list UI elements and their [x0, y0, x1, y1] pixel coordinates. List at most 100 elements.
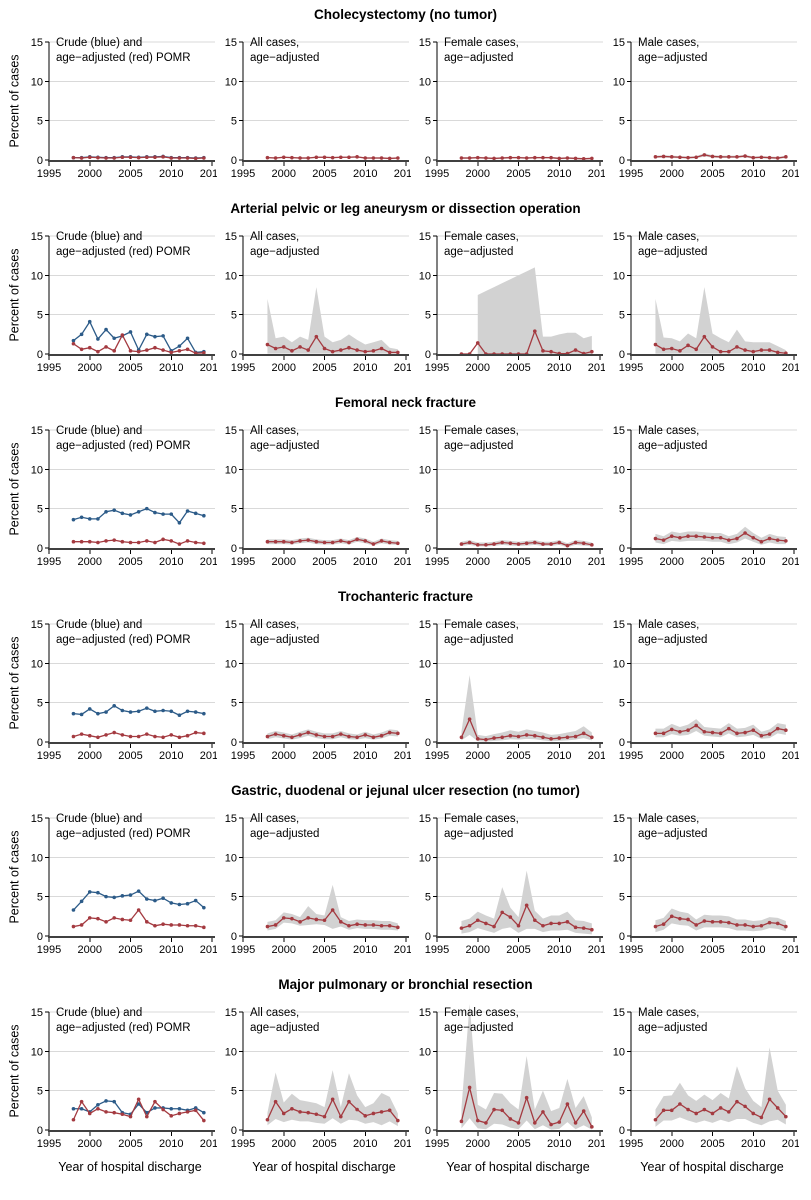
- crude-point: [104, 509, 108, 514]
- adjusted-point: [128, 349, 133, 353]
- crude-point: [96, 517, 100, 521]
- adjusted-point: [104, 1110, 108, 1114]
- x-tick-label: 2000: [78, 944, 102, 956]
- y-tick-label: 5: [619, 1086, 625, 1098]
- male-adjusted-point: [767, 155, 772, 160]
- all-adjusted-point: [330, 540, 335, 545]
- y-tick-label: 10: [419, 76, 431, 88]
- female-adjusted-point: [459, 542, 464, 546]
- crude-point: [136, 1102, 141, 1106]
- x-tick-label: 2005: [506, 944, 530, 956]
- x-tick-label: 2005: [118, 556, 142, 568]
- adjusted-point: [104, 733, 108, 737]
- adjusted-point: [177, 923, 182, 927]
- adjusted-point: [87, 539, 92, 544]
- x-tick-label: 2005: [506, 556, 530, 568]
- all-adjusted-point: [371, 923, 376, 927]
- female-adjusted-point: [516, 734, 521, 739]
- adjusted-point: [112, 730, 116, 735]
- adjusted-point: [87, 155, 92, 160]
- panel-r5-crude_adjusted: 0 5 10 15 1995 2000 2005 2010 2015 Crude (blue) a…: [31, 813, 217, 956]
- adjusted-point: [87, 1111, 92, 1116]
- y-tick-label: 5: [37, 892, 43, 904]
- y-tick-label: 0: [425, 737, 431, 749]
- male-adjusted-point: [727, 726, 731, 731]
- male-adjusted-point: [686, 534, 690, 538]
- panel-cell: 0 5 10 15 1995 2000 2005 2010 2015 Female cases, a…: [411, 608, 605, 768]
- adjusted-point: [145, 539, 149, 543]
- panel-label: age−adjusted (red) POMR: [56, 246, 191, 258]
- adjusted-point: [145, 1114, 149, 1119]
- male-adjusted-point: [743, 1104, 747, 1109]
- x-tick-label: 1995: [425, 944, 449, 956]
- y-tick-label: 0: [619, 737, 625, 749]
- all-adjusted-point: [265, 539, 270, 544]
- male-adjusted-point: [767, 1097, 772, 1102]
- panel-cell: 0 5 10 15 1995 2000 2005 2010 2015 Male cases, age…: [605, 220, 799, 380]
- adjusted-point: [153, 155, 157, 160]
- female-adjusted-point: [459, 1119, 464, 1124]
- male-adjusted-point: [678, 349, 682, 353]
- x-tick-label: 2000: [466, 556, 490, 568]
- adjusted-point: [177, 735, 182, 740]
- crude-point: [96, 337, 100, 341]
- all-adjusted-point: [290, 349, 294, 353]
- all-adjusted-point: [281, 345, 286, 349]
- all-adjusted-point: [363, 539, 368, 543]
- male-adjusted-point: [775, 921, 780, 926]
- male-adjusted-point: [784, 924, 788, 929]
- all-adjusted-point: [339, 155, 343, 160]
- female-adjusted-point: [484, 737, 488, 742]
- panel-label: Male cases,: [638, 37, 699, 49]
- procedure-title: Femoral neck fracture: [334, 395, 477, 410]
- panel-r6-male: 0 5 10 15 1995 2000 2005 2010 2015 Male cases, age…: [613, 1007, 799, 1150]
- panel-label: age−adjusted (red) POMR: [56, 1022, 191, 1034]
- all-adjusted-point: [314, 1112, 319, 1117]
- female-adjusted-point: [492, 156, 496, 160]
- y-tick-label: 0: [619, 349, 625, 361]
- panel-cell: 0 5 10 15 1995 2000 2005 2010 2015 All cases, age−…: [217, 996, 411, 1180]
- male-adjusted-point: [686, 155, 690, 160]
- x-tick-label: 2000: [466, 750, 490, 762]
- adjusted-point: [71, 341, 76, 346]
- all-adjusted-point: [347, 1099, 351, 1104]
- x-tick-label: 2010: [741, 750, 765, 762]
- all-adjusted-point: [265, 155, 270, 160]
- x-tick-label: 2015: [588, 1138, 605, 1150]
- y-tick-label: 0: [37, 931, 43, 943]
- male-adjusted-point: [735, 731, 739, 736]
- male-adjusted-point: [759, 923, 764, 928]
- male-adjusted-point: [775, 1106, 780, 1110]
- female-adjusted-point: [475, 341, 480, 345]
- x-tick-label: 1995: [231, 362, 255, 374]
- crude-point: [71, 338, 76, 343]
- male-adjusted-point: [661, 1108, 666, 1113]
- x-tick-label: 2005: [506, 362, 530, 374]
- y-tick-label: 5: [37, 504, 43, 516]
- panel-label: age−adjusted (red) POMR: [56, 440, 191, 452]
- x-tick-label: 2005: [312, 944, 336, 956]
- adjusted-point: [202, 731, 206, 736]
- y-tick-label: 0: [425, 349, 431, 361]
- male-adjusted-point: [702, 1107, 707, 1112]
- y-axis-title-text: Percent of cases: [7, 830, 22, 924]
- male-adjusted-point: [653, 731, 658, 736]
- all-adjusted-point: [387, 156, 392, 160]
- x-tick-label: 2005: [312, 362, 336, 374]
- crude-point: [112, 703, 116, 708]
- panel-cell: 0 5 10 15 1995 2000 2005 2010 2015 All cases, age−…: [217, 220, 411, 380]
- adjusted-point: [136, 1097, 141, 1102]
- confidence-band: [655, 526, 786, 545]
- x-tick-label: 2015: [394, 1138, 411, 1150]
- female-adjusted-point: [524, 352, 529, 354]
- male-adjusted-point: [743, 531, 747, 535]
- female-adjusted-point: [565, 543, 570, 548]
- female-adjusted-point: [541, 542, 545, 546]
- all-adjusted-point: [322, 346, 327, 351]
- crude-point: [153, 898, 157, 903]
- crude-point: [112, 895, 116, 900]
- panel-label: Female cases,: [444, 37, 519, 49]
- x-tick-label: 2000: [466, 944, 490, 956]
- male-adjusted-point: [710, 345, 715, 349]
- female-adjusted-point: [549, 737, 553, 741]
